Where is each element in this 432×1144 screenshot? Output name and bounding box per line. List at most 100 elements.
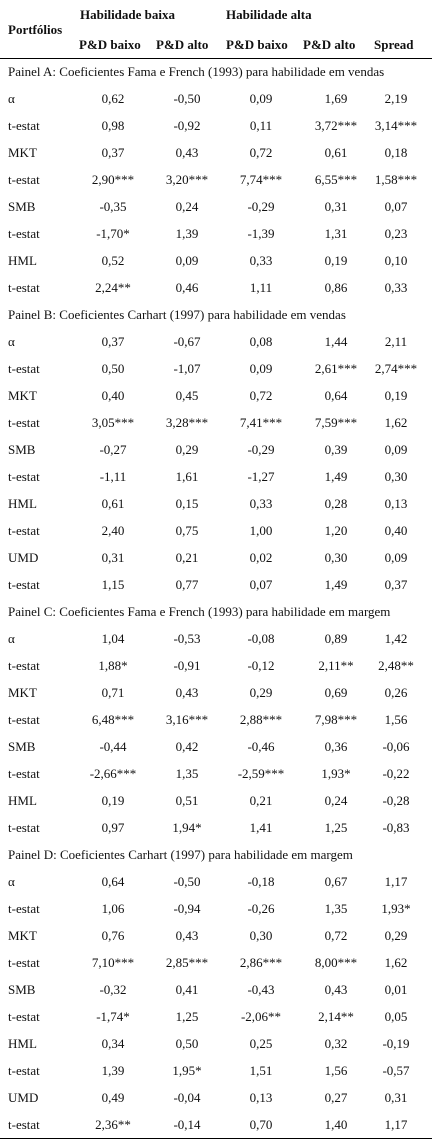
table-row: t-estat -1,11 1,61 -1,27 1,49 0,30 bbox=[0, 469, 432, 496]
panel-title: Painel D: Coeficientes Carhart (1997) pa… bbox=[8, 847, 353, 862]
table-cell: 1,93* bbox=[321, 766, 351, 781]
table-cell: 1,95* bbox=[172, 1063, 202, 1078]
table-cell: 0,43 bbox=[175, 145, 199, 160]
row-label: t-estat bbox=[8, 523, 40, 538]
table-row: MKT 0,37 0,43 0,72 0,61 0,18 bbox=[0, 145, 432, 172]
table-row: t-estat 2,40 0,75 1,00 1,20 0,40 bbox=[0, 523, 432, 550]
table-cell: 0,01 bbox=[384, 982, 408, 997]
table-cell: -0,50 bbox=[173, 874, 201, 889]
table-cell: -1,11 bbox=[99, 469, 127, 484]
table-row: t-estat 6,48*** 3,16*** 2,88*** 7,98*** 1,56 bbox=[0, 712, 432, 739]
table-cell: 0,61 bbox=[101, 496, 125, 511]
table-cell: 0,29 bbox=[384, 928, 408, 943]
table-cell: 0,32 bbox=[324, 1036, 348, 1051]
table-cell: 2,14** bbox=[318, 1009, 354, 1024]
table-cell: 1,42 bbox=[384, 631, 408, 646]
table-cell: 0,07 bbox=[384, 199, 408, 214]
table-cell: 0,23 bbox=[384, 226, 408, 241]
table-cell: 1,40 bbox=[324, 1117, 348, 1132]
table-row: t-estat 0,97 1,94* 1,41 1,25 -0,83 bbox=[0, 820, 432, 847]
table-cell: 0,31 bbox=[324, 199, 348, 214]
row-label: t-estat bbox=[8, 712, 40, 727]
table-cell: 2,19 bbox=[384, 91, 408, 106]
table-cell: 1,15 bbox=[101, 577, 125, 592]
table-cell: -0,46 bbox=[247, 739, 275, 754]
table-cell: 8,00*** bbox=[314, 955, 358, 970]
table-cell: 1,62 bbox=[384, 415, 408, 430]
table-cell: 0,29 bbox=[175, 442, 199, 457]
row-label: t-estat bbox=[8, 1117, 40, 1132]
table-cell: 1,39 bbox=[101, 1063, 125, 1078]
table-cell: -0,27 bbox=[99, 442, 127, 457]
table-cell: 0,10 bbox=[384, 253, 408, 268]
table-row: HML 0,19 0,51 0,21 0,24 -0,28 bbox=[0, 793, 432, 820]
header-rule bbox=[0, 58, 432, 59]
table-cell: -0,22 bbox=[382, 766, 410, 781]
table-cell: -0,50 bbox=[173, 91, 201, 106]
table-cell: 0,26 bbox=[384, 685, 408, 700]
table-cell: -0,94 bbox=[173, 901, 201, 916]
table-cell: 1,51 bbox=[249, 1063, 273, 1078]
table-cell: 2,74*** bbox=[374, 361, 418, 376]
table-cell: -2,66*** bbox=[89, 766, 137, 781]
table-row: t-estat 0,98 -0,92 0,11 3,72*** 3,14*** bbox=[0, 118, 432, 145]
table-cell: 0,13 bbox=[384, 496, 408, 511]
table-row: t-estat -2,66*** 1,35 -2,59*** 1,93* -0,22 bbox=[0, 766, 432, 793]
table-cell: 0,31 bbox=[384, 1090, 408, 1105]
table-cell: -0,26 bbox=[247, 901, 275, 916]
table-cell: 0,49 bbox=[101, 1090, 125, 1105]
table-cell: -0,06 bbox=[382, 739, 410, 754]
table-cell: 0,09 bbox=[249, 91, 273, 106]
table-cell: 0,46 bbox=[175, 280, 199, 295]
table-cell: 1,04 bbox=[101, 631, 125, 646]
table-cell: 0,33 bbox=[249, 253, 273, 268]
table-cell: 0,11 bbox=[249, 118, 273, 133]
row-label: UMD bbox=[8, 550, 39, 565]
table-cell: 1,44 bbox=[324, 334, 348, 349]
row-label: t-estat bbox=[8, 1063, 40, 1078]
table-row: t-estat 1,15 0,77 0,07 1,49 0,37 bbox=[0, 577, 432, 604]
bottom-rule bbox=[0, 1138, 432, 1139]
table-cell: 0,72 bbox=[249, 145, 273, 160]
table-cell: 0,05 bbox=[384, 1009, 408, 1024]
table-cell: 0,28 bbox=[324, 496, 348, 511]
table-cell: 2,86*** bbox=[239, 955, 283, 970]
table-cell: 1,49 bbox=[324, 577, 348, 592]
table-row: SMB -0,27 0,29 -0,29 0,39 0,09 bbox=[0, 442, 432, 469]
table-cell: 2,88*** bbox=[239, 712, 283, 727]
table-cell: 0,64 bbox=[324, 388, 348, 403]
table-cell: -0,67 bbox=[173, 334, 201, 349]
table-cell: 0,13 bbox=[249, 1090, 273, 1105]
table-cell: 0,86 bbox=[324, 280, 348, 295]
table-cell: 0,30 bbox=[249, 928, 273, 943]
row-label: α bbox=[8, 631, 15, 646]
row-label: t-estat bbox=[8, 820, 40, 835]
col-header-3: P&D baixo bbox=[226, 37, 288, 52]
table-cell: 0,98 bbox=[101, 118, 125, 133]
table-row: HML 0,52 0,09 0,33 0,19 0,10 bbox=[0, 253, 432, 280]
table-cell: 2,61*** bbox=[314, 361, 358, 376]
table-cell: 0,45 bbox=[175, 388, 199, 403]
table-row: UMD 0,49 -0,04 0,13 0,27 0,31 bbox=[0, 1090, 432, 1117]
row-label: HML bbox=[8, 1036, 37, 1051]
table-cell: 0,40 bbox=[384, 523, 408, 538]
table-cell: 0,30 bbox=[324, 550, 348, 565]
table-cell: 6,48*** bbox=[91, 712, 135, 727]
table-cell: 1,20 bbox=[324, 523, 348, 538]
table-cell: 2,36** bbox=[95, 1117, 131, 1132]
row-label: t-estat bbox=[8, 766, 40, 781]
table-cell: 1,69 bbox=[324, 91, 348, 106]
table-cell: -0,57 bbox=[382, 1063, 410, 1078]
table-cell: 0,19 bbox=[384, 388, 408, 403]
table-cell: 0,33 bbox=[249, 496, 273, 511]
panel-title: Painel C: Coeficientes Fama e French (19… bbox=[8, 604, 391, 619]
table-cell: 2,24** bbox=[95, 280, 131, 295]
table-cell: 0,50 bbox=[101, 361, 125, 376]
table-cell: 1,25 bbox=[324, 820, 348, 835]
table-cell: 1,56 bbox=[384, 712, 408, 727]
row-label: UMD bbox=[8, 1090, 39, 1105]
table-cell: -0,91 bbox=[173, 658, 201, 673]
table-row: SMB -0,32 0,41 -0,43 0,43 0,01 bbox=[0, 982, 432, 1009]
table-cell: 0,27 bbox=[324, 1090, 348, 1105]
table-cell: 0,09 bbox=[249, 361, 273, 376]
